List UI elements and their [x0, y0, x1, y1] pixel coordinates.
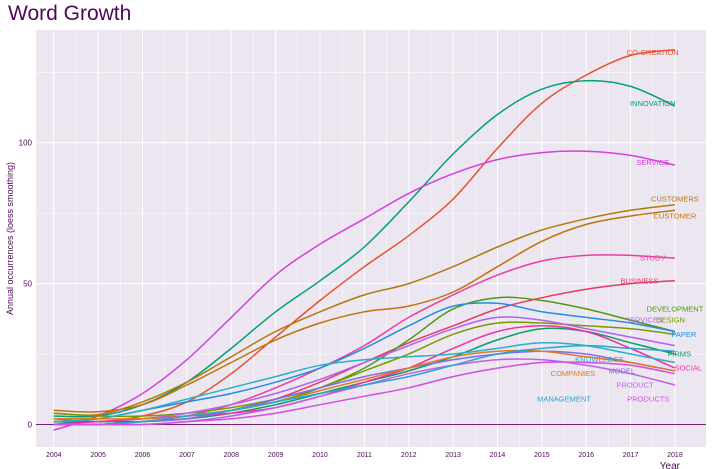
y-tick-label: 0 — [28, 420, 33, 429]
series-line-customer — [53, 209, 676, 413]
x-tick-label: 2016 — [578, 452, 594, 459]
x-axis-title: Year — [660, 461, 681, 469]
series-label-customer: CUSTOMER — [654, 211, 697, 220]
series-label-model: MODEL — [608, 366, 635, 375]
series-label-development: DEVELOPMENT — [647, 304, 704, 313]
x-tick-label: 2007 — [179, 452, 195, 459]
series-label-companies: COMPANIES — [551, 369, 595, 378]
series-label-services: SERVICES — [625, 316, 663, 325]
x-tick-label: 2006 — [135, 452, 151, 459]
series-label-paper: PAPER — [671, 330, 696, 339]
x-tick-label: 2018 — [667, 452, 683, 459]
axis-layer: 0 50 100 2004 2005 2006 2007 2008 2009 2010 2011 20… — [19, 139, 683, 459]
series-label-study: STUDY — [640, 254, 665, 263]
series-line-model — [53, 350, 676, 426]
x-tick-label: 2009 — [268, 452, 284, 459]
y-axis-title: Annual occurrences (loess smoothing) — [5, 162, 15, 315]
x-tick-label: 2013 — [445, 452, 461, 459]
y-tick-label: 50 — [23, 280, 32, 289]
series-line-products — [53, 361, 676, 426]
x-tick-label: 2014 — [490, 452, 506, 459]
y-tick-label: 100 — [19, 139, 33, 148]
x-tick-label: 2010 — [312, 452, 328, 459]
series-label-social: SOCIAL — [674, 364, 702, 373]
series-label-service: SERVICE — [636, 158, 669, 167]
x-tick-label: 2004 — [46, 452, 62, 459]
series-label-design: DESIGN — [656, 316, 685, 325]
series-label-layer: CO-CREATION INNOVATION SERVICE CUSTOMERS CUS… — [537, 48, 704, 404]
series-label-product: PRODUCT — [616, 381, 654, 390]
series-line-service — [53, 150, 676, 431]
series-line-management — [53, 344, 675, 426]
chart-title: Word Growth — [8, 2, 132, 25]
series-layer — [53, 48, 676, 431]
series-label-innovation: INNOVATION — [630, 99, 676, 108]
series-line-companies — [53, 349, 676, 420]
x-tick-label: 2017 — [623, 452, 639, 459]
x-tick-label: 2005 — [90, 452, 106, 459]
series-label-business: BUSINESS — [620, 276, 658, 285]
series-label-co-creation: CO-CREATION — [627, 48, 679, 57]
x-tick-label: 2008 — [223, 452, 239, 459]
series-label-products: PRODUCTS — [627, 395, 669, 404]
series-line-knowledge — [53, 341, 676, 423]
series-line-design — [53, 321, 675, 418]
grid-layer — [36, 30, 706, 447]
series-label-knowledge: KNOWLEDGE — [575, 355, 624, 364]
series-line-co-creation — [53, 48, 676, 423]
series-label-firms: FIRMS — [668, 350, 691, 359]
series-label-management: MANAGEMENT — [537, 395, 591, 404]
x-tick-label: 2011 — [357, 452, 372, 459]
x-tick-label: 2012 — [401, 452, 417, 459]
series-label-customers: CUSTOMERS — [651, 195, 699, 204]
series-line-customers — [53, 203, 675, 416]
x-tick-label: 2015 — [534, 452, 550, 459]
